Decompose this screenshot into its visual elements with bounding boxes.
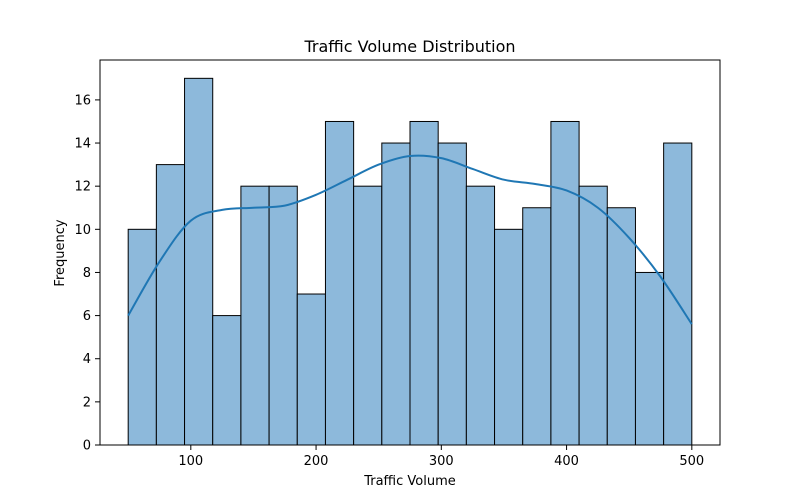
histogram-bar xyxy=(409,120,439,446)
y-tick-label: 12 xyxy=(74,180,91,195)
histogram-bar xyxy=(522,207,552,446)
histogram-bar xyxy=(155,164,186,446)
y-tick-label: 16 xyxy=(74,93,91,108)
histogram-bar xyxy=(550,120,580,446)
histogram-bar xyxy=(353,185,383,446)
y-axis-label: Frequency xyxy=(53,219,68,286)
histogram-bar xyxy=(437,142,467,446)
chart-title: Traffic Volume Distribution xyxy=(303,37,515,56)
histogram-bar xyxy=(268,185,298,446)
histogram-bar xyxy=(381,142,411,446)
plot-frame xyxy=(99,59,721,446)
histogram-bar xyxy=(606,207,636,446)
histogram-bar xyxy=(240,185,270,446)
x-tick-label: 400 xyxy=(554,454,579,469)
x-tick-label: 500 xyxy=(679,454,704,469)
y-tick-label: 14 xyxy=(74,137,91,152)
kde-layer xyxy=(127,154,693,325)
histogram-bar xyxy=(663,142,693,446)
histogram-bar xyxy=(184,77,214,446)
x-tick-label: 300 xyxy=(429,454,454,469)
y-tick-label: 10 xyxy=(74,223,91,238)
y-axis-ticks: 0 2 4 6 8 10 12 14 16 xyxy=(74,93,100,454)
y-tick-label: 2 xyxy=(83,395,91,410)
histogram-bar xyxy=(296,293,326,446)
histogram-bar xyxy=(212,315,242,446)
histogram-bar xyxy=(494,228,524,446)
y-tick-label: 6 xyxy=(83,309,91,324)
histogram-bar xyxy=(465,185,496,446)
histogram-bar xyxy=(578,185,608,446)
y-tick-label: 4 xyxy=(83,352,91,367)
y-tick-label: 0 xyxy=(83,439,91,454)
histogram-bar xyxy=(634,271,665,446)
bars-layer xyxy=(127,77,693,446)
x-tick-label: 100 xyxy=(178,454,203,469)
x-axis-ticks: 100 200 300 400 500 xyxy=(178,445,704,469)
x-axis-label: Traffic Volume xyxy=(363,474,456,489)
histogram-bar xyxy=(324,120,355,446)
histogram-bar xyxy=(127,228,157,446)
kde-line xyxy=(127,154,693,325)
x-tick-label: 200 xyxy=(304,454,329,469)
y-tick-label: 8 xyxy=(83,266,91,281)
